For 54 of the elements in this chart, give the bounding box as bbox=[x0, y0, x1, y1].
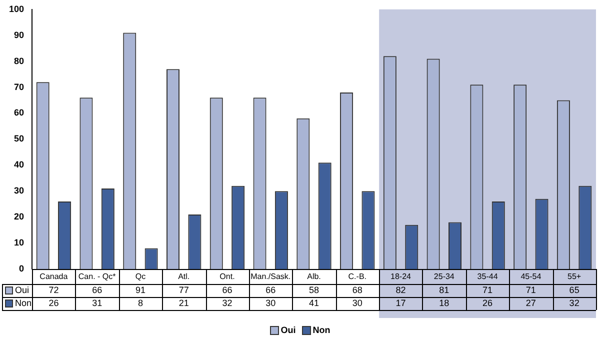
x-tick-label: 25-34 bbox=[434, 272, 455, 282]
data-label: 66 bbox=[266, 284, 276, 295]
x-tick-label: Ont. bbox=[220, 272, 235, 282]
legend-label: Non bbox=[15, 298, 32, 308]
x-tick-label: 18-24 bbox=[390, 272, 412, 282]
y-tick-label: 90 bbox=[14, 30, 24, 40]
data-label: 32 bbox=[222, 298, 232, 308]
x-tick-label: 35-44 bbox=[477, 272, 498, 282]
y-tick-label: 20 bbox=[14, 212, 24, 222]
data-label: 17 bbox=[396, 298, 406, 308]
data-label: 68 bbox=[352, 284, 362, 295]
text: Non bbox=[312, 325, 330, 335]
data-label: 18 bbox=[439, 298, 450, 308]
legend-label: Oui bbox=[15, 284, 30, 295]
data-label: 66 bbox=[222, 284, 232, 295]
x-tick-label: 45-54 bbox=[520, 272, 542, 282]
data-label: 77 bbox=[178, 284, 189, 295]
data-label: 82 bbox=[396, 284, 406, 295]
y-tick-label: 50 bbox=[14, 134, 24, 144]
y-tick-label: 80 bbox=[14, 56, 24, 66]
y-tick-label: 40 bbox=[14, 160, 24, 170]
data-label: 30 bbox=[266, 298, 276, 308]
x-tick-label: Canada bbox=[40, 272, 68, 282]
data-label: 30 bbox=[352, 298, 362, 308]
data-label: 71 bbox=[482, 284, 493, 295]
data-label: 32 bbox=[569, 298, 580, 308]
x-tick-label: Man./Sask. bbox=[250, 272, 291, 282]
x-tick-label: Can. - Qc* bbox=[78, 272, 116, 282]
x-tick-label: Atl. bbox=[178, 272, 190, 282]
x-tick-label: C.-B. bbox=[348, 272, 366, 282]
data-label: 66 bbox=[92, 284, 102, 295]
y-tick-label: 30 bbox=[14, 186, 24, 196]
data-label: 31 bbox=[92, 298, 102, 308]
data-label: 41 bbox=[308, 298, 320, 308]
y-tick-label: 60 bbox=[14, 108, 24, 118]
data-label: 21 bbox=[178, 298, 189, 308]
y-tick-label: 10 bbox=[14, 238, 24, 248]
data-label: 8 bbox=[138, 298, 143, 308]
data-label: 91 bbox=[135, 284, 146, 295]
data-label: 65 bbox=[569, 284, 580, 295]
data-label: 27 bbox=[526, 298, 536, 308]
data-label: 26 bbox=[48, 298, 59, 308]
text: Oui bbox=[280, 325, 296, 335]
y-tick-label: 70 bbox=[14, 82, 24, 92]
y-tick-label: 100 bbox=[8, 4, 24, 14]
data-label: 58 bbox=[308, 284, 320, 295]
x-tick-label: Qc bbox=[135, 272, 146, 282]
data-label: 81 bbox=[439, 284, 450, 295]
data-label: 26 bbox=[482, 298, 493, 308]
x-tick-label: Alb. bbox=[307, 272, 321, 282]
x-tick-label: 55+ bbox=[568, 272, 582, 282]
y-tick-label: 0 bbox=[18, 263, 24, 274]
data-label: 71 bbox=[526, 284, 536, 295]
data-label: 72 bbox=[48, 284, 59, 295]
